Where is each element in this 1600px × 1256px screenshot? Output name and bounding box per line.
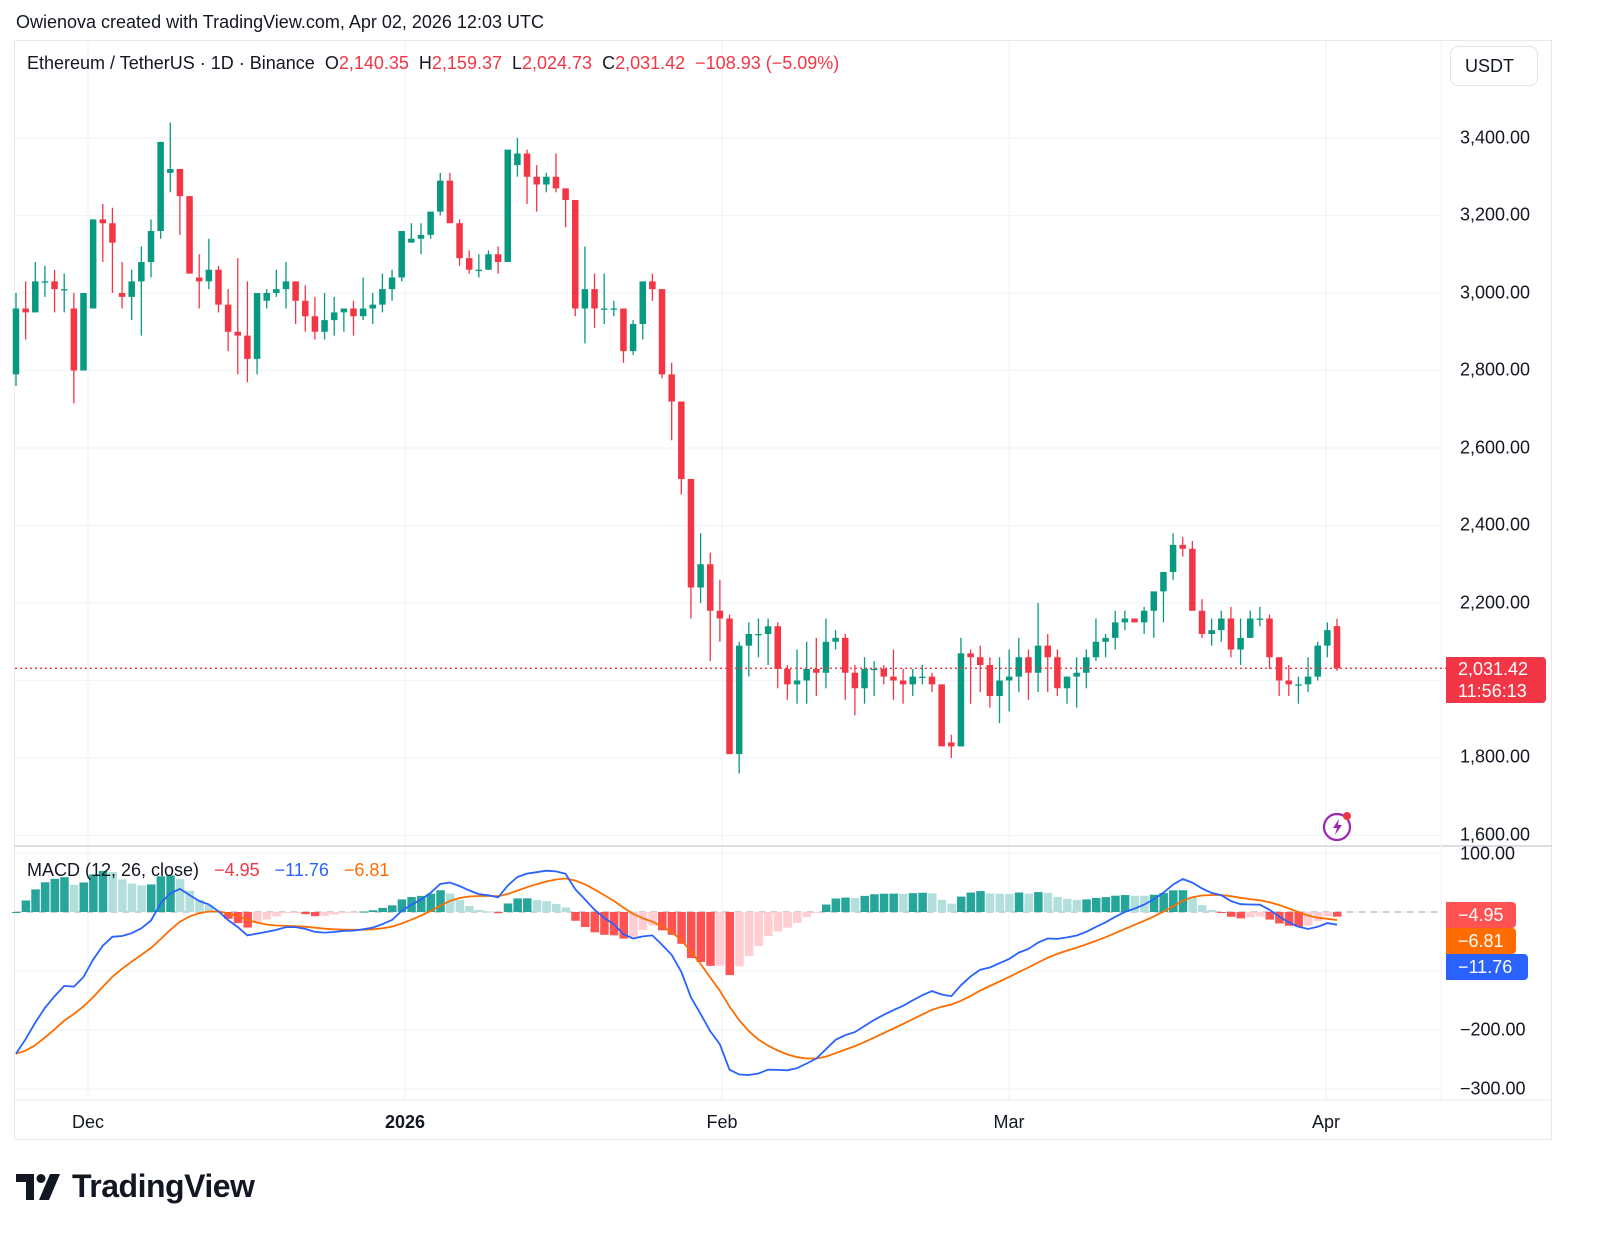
low-label: L [511,53,522,73]
current-price-badge: 2,031.42 11:56:13 [1446,657,1546,703]
macd-title[interactable]: MACD (12, 26, close) [27,860,200,880]
tradingview-brand: TradingView [72,1168,255,1204]
currency-button[interactable]: USDT [1450,46,1538,86]
macd-line-value: −11.76 [274,860,329,880]
open-value: 2,140.35 [338,53,409,73]
price-tick-3000: 3,000.00 [1460,282,1531,303]
macd-histogram-value: −4.95 [214,860,260,880]
alert-lightning-icon[interactable] [1321,810,1353,842]
macd-tick-minus200: −200.00 [1460,1019,1526,1040]
macd-legend: MACD (12, 26, close) −4.95 −11.76 −6.81 [27,860,389,881]
low-value: 2,024.73 [522,53,593,73]
high-label: H [418,53,432,73]
time-tick-apr: Apr [1311,1112,1341,1132]
price-tick-3400: 3,400.00 [1460,127,1531,148]
chart-credit: Owienova created with TradingView.com, A… [16,12,544,32]
tradingview-logo-icon [16,1173,60,1200]
time-tick-mar: Mar [993,1112,1025,1132]
macd-signal-badge: −6.81 [1446,928,1516,954]
chart-frame [14,40,1552,1140]
price-tick-1800: 1,800.00 [1460,746,1531,767]
time-tick-dec: Dec [71,1112,105,1132]
candle-countdown: 11:56:13 [1458,681,1527,701]
macd-histogram-badge: −4.95 [1446,902,1516,928]
macd-line-badge: −11.76 [1446,954,1528,980]
price-tick-2600: 2,600.00 [1460,437,1531,458]
high-value: 2,159.37 [431,53,502,73]
price-tick-2400: 2,400.00 [1460,514,1531,535]
price-tick-2200: 2,200.00 [1460,592,1531,613]
macd-tick-100: 100.00 [1460,843,1516,864]
price-tick-3200: 3,200.00 [1460,204,1531,225]
price-tick-1600: 1,600.00 [1460,824,1531,845]
current-price: 2,031.42 [1458,659,1529,679]
price-tick-2800: 2,800.00 [1460,359,1531,380]
change-value: −108.93 (−5.09%) [695,53,840,73]
symbol-legend: Ethereum / TetherUS · 1D · Binance O 2,14… [27,53,849,74]
macd-signal-value: −6.81 [343,860,390,880]
tradingview-logo[interactable]: TradingView [16,1168,255,1205]
close-value: 2,031.42 [615,53,686,73]
time-tick-2026: 2026 [384,1112,426,1132]
open-label: O [324,53,339,73]
symbol-name[interactable]: Ethereum / TetherUS · 1D · Binance [27,53,315,73]
close-label: C [602,53,616,73]
time-tick-feb: Feb [706,1112,738,1132]
macd-tick-minus300: −300.00 [1460,1078,1526,1099]
